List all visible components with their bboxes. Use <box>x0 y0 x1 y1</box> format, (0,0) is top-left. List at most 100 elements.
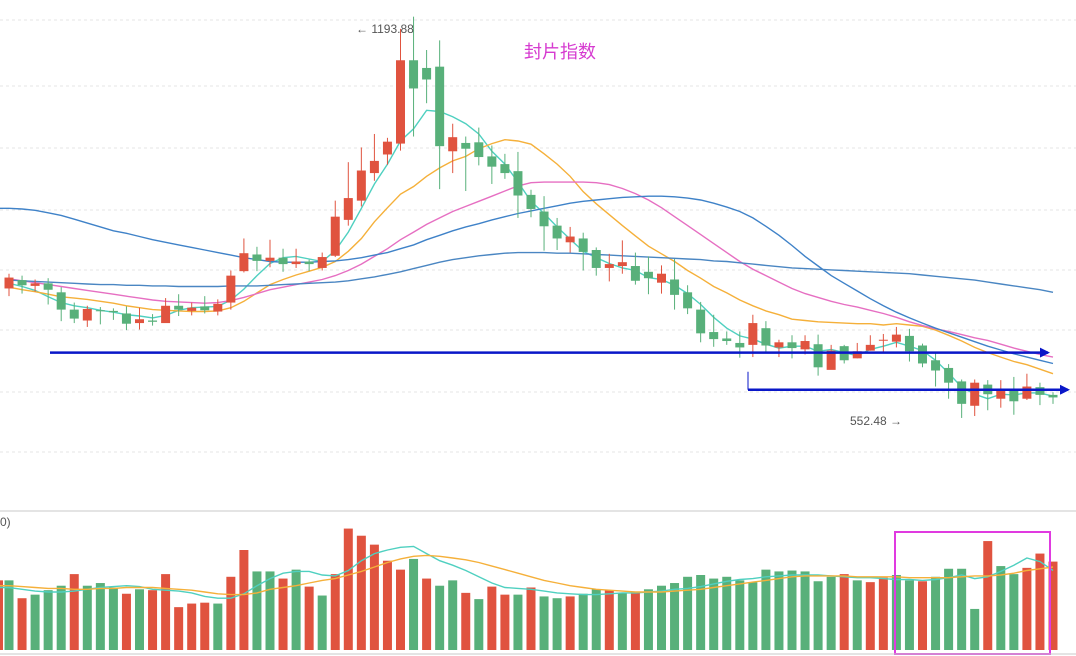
candle-up <box>448 137 458 152</box>
candle-down <box>931 360 941 371</box>
volume-bar-down <box>108 587 118 650</box>
candle-down <box>43 283 53 290</box>
volume-bars <box>0 528 1058 650</box>
volume-ma5-line <box>0 545 1054 599</box>
volume-bar-up <box>148 590 158 650</box>
volume-bar-down <box>931 576 941 650</box>
volume-bar-down <box>970 608 980 650</box>
volume-bar-down <box>291 569 301 650</box>
ma-line-ma20 <box>8 181 1054 358</box>
volume-bar-down <box>670 583 680 650</box>
ma-line-ma120 <box>8 251 1054 293</box>
volume-bar-up <box>1035 553 1045 650</box>
volume-bar-down <box>252 571 262 650</box>
volume-bar-down <box>317 595 327 650</box>
volume-bar-down <box>474 599 484 650</box>
candle-up <box>135 319 144 324</box>
volume-bar-up <box>983 541 993 650</box>
volume-bar <box>0 580 3 650</box>
volume-bar-up <box>630 591 640 650</box>
volume-bar-down <box>735 580 745 650</box>
volume-bar-down <box>539 596 549 650</box>
volume-bar-down <box>82 585 92 650</box>
volume-bar-up <box>304 586 314 650</box>
volume-bar-down <box>213 603 223 650</box>
candle-down <box>252 254 262 261</box>
candle-down <box>1009 389 1019 402</box>
candle-up <box>213 303 223 312</box>
volume-bar-down <box>683 576 693 650</box>
candle-up <box>330 216 340 256</box>
volume-bar-up <box>461 592 471 650</box>
volume-bar-down <box>435 585 445 650</box>
candle-down <box>1048 394 1058 398</box>
candle-up <box>826 350 836 370</box>
volume-bar-down <box>30 594 40 650</box>
volume-bar-up <box>278 578 288 650</box>
candle-down <box>148 320 158 322</box>
ma-line-ma5 <box>8 109 1054 400</box>
candle-up <box>396 60 405 144</box>
volume-bar-down <box>135 589 144 650</box>
candle-down <box>461 142 471 149</box>
candle-down <box>200 306 210 311</box>
chart-title: 封片指数 <box>524 42 596 63</box>
candle-down <box>474 142 484 158</box>
candle-down <box>108 310 118 313</box>
volume-bar-down <box>774 571 784 650</box>
volume-bar-up <box>121 593 131 650</box>
candle-down <box>722 338 732 342</box>
volume-bar-up <box>226 576 236 650</box>
volume-bar-up <box>174 607 184 650</box>
volume-bar-up <box>343 528 353 650</box>
candle-down <box>422 67 432 80</box>
candle-down <box>918 345 927 364</box>
volume-bar-down <box>852 580 862 650</box>
candle-down <box>121 313 131 324</box>
candle-up <box>748 323 758 345</box>
candle-down <box>813 344 823 368</box>
volume-bar-up <box>382 560 392 650</box>
volume-bar-up <box>200 602 210 650</box>
candle-down <box>735 342 745 348</box>
candle-up <box>343 198 353 220</box>
candle-up <box>565 236 575 243</box>
volume-bar-down <box>722 576 732 650</box>
volume-bar-down <box>891 575 901 650</box>
volume-bar-down <box>643 589 653 650</box>
candle-up <box>996 391 1006 399</box>
candle-down <box>487 156 497 167</box>
volume-bar-up <box>500 594 510 650</box>
candle-down <box>630 266 640 281</box>
volume-bar-up <box>161 574 171 650</box>
volume-bar-down <box>748 582 758 650</box>
candle-down <box>304 261 314 265</box>
max-price-label: ← 1193.88 <box>356 22 414 36</box>
volume-bar-down <box>813 581 823 650</box>
candle-down <box>69 309 79 319</box>
support-arrows <box>50 347 1070 395</box>
candle-down <box>526 194 536 209</box>
volume-bar-up <box>526 587 536 650</box>
candle-down <box>944 367 954 383</box>
candle-down <box>174 305 184 310</box>
volume-bar-down <box>787 570 797 650</box>
candle-down <box>643 271 653 279</box>
candlesticks <box>4 16 1058 418</box>
candle-up <box>617 262 627 267</box>
candle-up <box>226 275 236 303</box>
volume-bar-up <box>839 574 849 650</box>
candle-up <box>1022 386 1032 399</box>
volume-bar-up <box>1048 561 1058 650</box>
volume-bar-up <box>1022 567 1032 650</box>
volume-bar-down <box>591 589 601 650</box>
candle-up <box>369 160 379 174</box>
candle-down <box>578 238 588 252</box>
ma-line-ma10 <box>8 138 1054 375</box>
volume-bar-up <box>369 544 379 650</box>
candle-up <box>161 305 171 324</box>
candle-up <box>82 308 92 321</box>
volume-bar-down <box>761 569 771 650</box>
min-price-label: 552.48 → <box>850 414 902 428</box>
volume-bar-up <box>487 586 497 650</box>
